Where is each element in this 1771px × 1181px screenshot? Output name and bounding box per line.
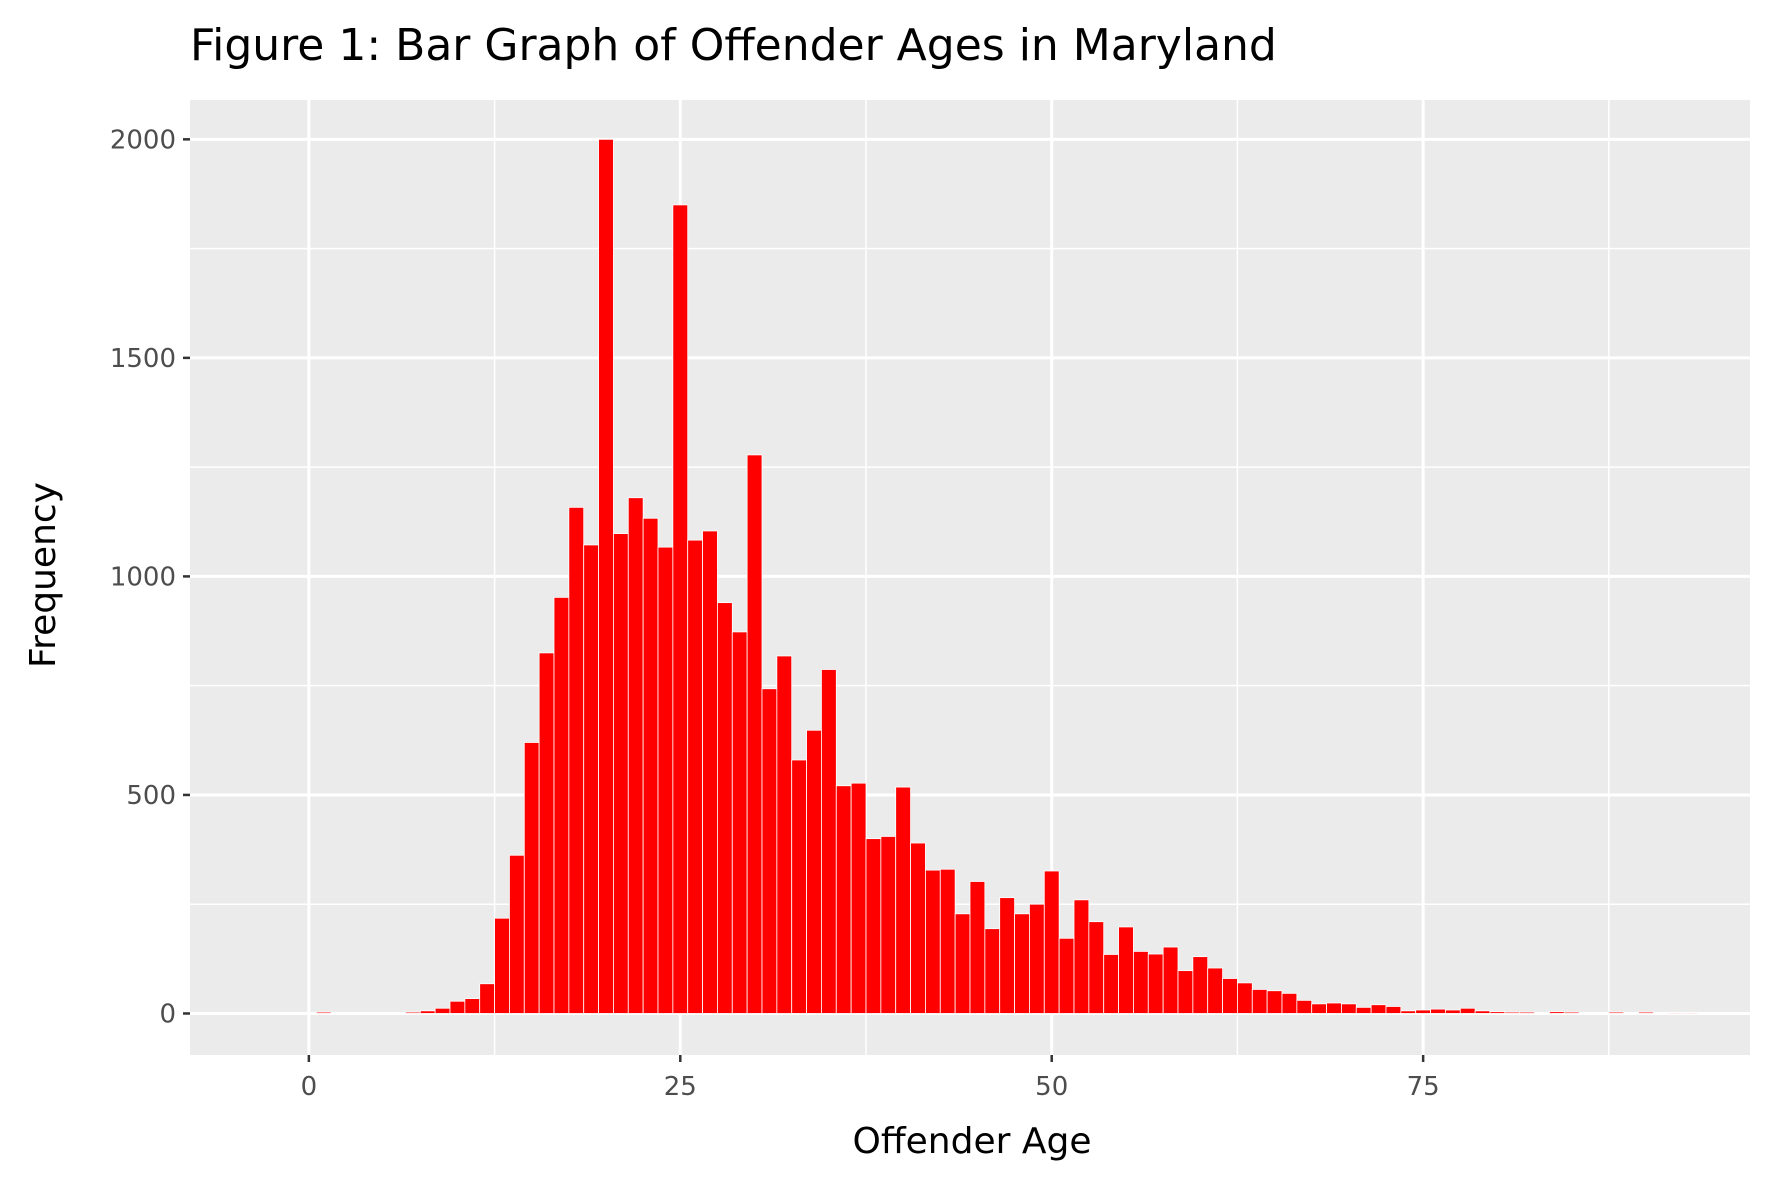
bar [761, 688, 778, 1014]
bar [449, 1000, 466, 1014]
bar [1474, 1010, 1491, 1014]
bar [776, 655, 793, 1014]
bar [850, 782, 867, 1014]
bar [1222, 978, 1238, 1014]
bar [1445, 1009, 1461, 1014]
bar [315, 1011, 332, 1014]
bar [1147, 953, 1164, 1014]
bar [1519, 1011, 1535, 1014]
y-tick-label: 2000 [110, 125, 176, 155]
bar [1563, 1011, 1580, 1014]
bar [657, 546, 674, 1014]
x-tick-label: 0 [301, 1072, 318, 1102]
bar [1237, 982, 1253, 1014]
bar [1118, 926, 1134, 1014]
x-axis-title: Offender Age [853, 1121, 1092, 1162]
bar [434, 1007, 451, 1014]
bar [1459, 1007, 1476, 1014]
bar [598, 138, 614, 1014]
bar [1207, 967, 1223, 1014]
bar [1043, 870, 1060, 1014]
bar [1088, 921, 1105, 1014]
bar [687, 539, 703, 1014]
bar [717, 602, 733, 1014]
bar [746, 454, 763, 1014]
bar [910, 842, 926, 1014]
bar [806, 729, 822, 1014]
bar [464, 998, 481, 1014]
bar [494, 917, 510, 1014]
bar [939, 868, 956, 1014]
bar [1162, 946, 1179, 1014]
bar [791, 759, 807, 1014]
bar [1549, 1011, 1565, 1014]
bar [1251, 989, 1268, 1014]
y-tick-label: 500 [126, 781, 176, 811]
bar [568, 506, 585, 1014]
bar [702, 530, 718, 1014]
bar [1326, 1002, 1342, 1014]
chart-title: Figure 1: Bar Graph of Offender Ages in … [190, 20, 1277, 71]
bar [1341, 1003, 1357, 1014]
bar [1400, 1010, 1417, 1014]
bar [1133, 951, 1149, 1014]
bar [880, 836, 897, 1014]
bar [1682, 1012, 1699, 1014]
bar [1029, 903, 1045, 1014]
bar [583, 544, 599, 1014]
bar [642, 517, 659, 1014]
bar [1073, 899, 1090, 1014]
bar [672, 204, 689, 1014]
y-axis-title: Frequency [23, 482, 64, 668]
bar [553, 596, 570, 1014]
bar [1370, 1004, 1387, 1014]
bar [1355, 1006, 1372, 1014]
bar [821, 669, 837, 1014]
bar [1058, 937, 1075, 1014]
bar [523, 742, 540, 1014]
x-tick-label: 50 [1035, 1072, 1068, 1102]
bar [1385, 1006, 1402, 1014]
bar [419, 1010, 436, 1014]
bars [315, 138, 1699, 1014]
bar [1192, 956, 1209, 1014]
bar [731, 631, 748, 1014]
x-tick-label: 75 [1407, 1072, 1440, 1102]
bar [509, 854, 525, 1014]
bar [1296, 999, 1313, 1014]
y-tick-label: 1500 [110, 344, 176, 374]
bar [405, 1011, 421, 1014]
bar [1638, 1011, 1654, 1014]
y-axis: 0 500 1000 1500 2000 [110, 125, 190, 1029]
bar [1415, 1009, 1431, 1014]
bar [613, 533, 629, 1014]
bar [999, 897, 1015, 1014]
bar [835, 785, 852, 1014]
bar [1014, 913, 1030, 1014]
bar [1266, 990, 1283, 1014]
bar [984, 928, 1001, 1014]
bar [627, 497, 644, 1014]
bar [865, 838, 882, 1014]
bar [1311, 1003, 1327, 1014]
bar [895, 786, 911, 1014]
bar [954, 913, 971, 1014]
bar [969, 881, 986, 1014]
bar [1103, 954, 1119, 1014]
bar [1608, 1011, 1625, 1014]
bar [1667, 1012, 1684, 1014]
bar [538, 652, 555, 1014]
bar [1281, 992, 1298, 1014]
bar [1430, 1008, 1446, 1014]
x-axis: 0 25 50 75 [301, 1055, 1440, 1102]
y-tick-label: 1000 [110, 562, 176, 592]
y-tick-label: 0 [159, 999, 176, 1029]
bar [1489, 1011, 1506, 1014]
bar [479, 983, 495, 1014]
bar [1177, 970, 1194, 1014]
bar [925, 869, 941, 1014]
bar [1504, 1011, 1521, 1014]
x-tick-label: 25 [664, 1072, 697, 1102]
